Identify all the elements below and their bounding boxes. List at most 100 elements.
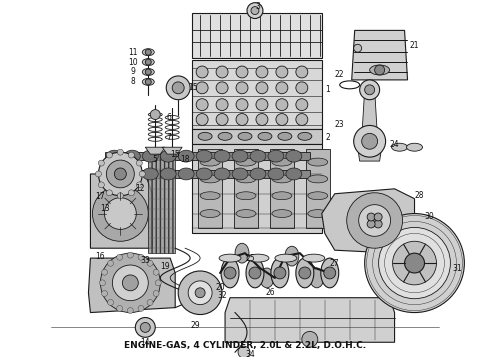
Circle shape [114,168,126,180]
Circle shape [216,82,228,94]
Circle shape [98,182,104,188]
Text: 1: 1 [325,85,330,94]
Circle shape [216,66,228,78]
Circle shape [274,267,286,279]
Circle shape [128,190,134,196]
Circle shape [153,269,159,275]
Ellipse shape [296,258,314,288]
Text: 15: 15 [188,83,198,92]
Ellipse shape [369,65,390,75]
Circle shape [368,215,381,226]
Circle shape [106,190,112,196]
Circle shape [99,280,105,286]
Polygon shape [358,147,382,161]
Ellipse shape [310,268,324,288]
Polygon shape [225,298,394,342]
Circle shape [256,113,268,125]
Text: 9: 9 [131,67,136,76]
Circle shape [374,220,382,228]
Text: 5: 5 [153,154,158,163]
Text: 7: 7 [167,133,172,142]
Ellipse shape [308,210,328,217]
Ellipse shape [308,192,328,200]
Ellipse shape [221,258,239,288]
Ellipse shape [142,59,154,66]
Circle shape [354,44,362,52]
Ellipse shape [246,258,264,288]
Polygon shape [89,258,175,312]
Ellipse shape [106,168,122,180]
Ellipse shape [286,150,302,162]
Circle shape [374,213,382,221]
Circle shape [128,152,134,158]
Polygon shape [145,147,165,154]
Circle shape [101,291,107,296]
Ellipse shape [392,143,408,151]
Circle shape [100,253,160,312]
Circle shape [276,82,288,94]
Ellipse shape [285,246,299,266]
Circle shape [122,275,138,291]
Ellipse shape [303,254,325,262]
Ellipse shape [178,150,194,162]
Text: 16: 16 [96,252,105,261]
Ellipse shape [271,258,289,288]
Ellipse shape [308,158,328,166]
Circle shape [139,171,145,177]
Circle shape [106,160,134,188]
Ellipse shape [236,192,256,200]
Ellipse shape [247,254,269,262]
Text: 10: 10 [128,58,138,67]
Polygon shape [192,129,322,144]
Text: 3: 3 [255,2,260,11]
Circle shape [96,171,101,177]
Circle shape [375,65,385,75]
Circle shape [118,149,123,155]
Ellipse shape [272,158,292,166]
Circle shape [138,254,144,260]
Circle shape [236,99,248,111]
Text: 21: 21 [410,41,419,50]
Polygon shape [352,30,408,80]
Ellipse shape [232,150,248,162]
Text: 6: 6 [167,113,172,122]
Ellipse shape [232,168,248,180]
Polygon shape [192,60,322,129]
Circle shape [251,6,259,14]
Polygon shape [105,152,310,160]
Text: 11: 11 [128,48,138,57]
Text: 23: 23 [335,120,344,129]
Text: 8: 8 [131,77,136,86]
Text: 32: 32 [217,291,227,300]
Ellipse shape [214,168,230,180]
Circle shape [117,254,122,260]
Ellipse shape [124,168,140,180]
Circle shape [256,82,268,94]
Ellipse shape [142,68,154,76]
Circle shape [178,271,222,315]
Circle shape [188,281,212,305]
Ellipse shape [196,168,212,180]
Ellipse shape [200,192,220,200]
Circle shape [360,80,380,100]
Ellipse shape [356,136,384,146]
Circle shape [138,306,144,311]
Circle shape [117,306,122,311]
Circle shape [196,113,208,125]
Polygon shape [306,149,330,228]
Polygon shape [322,189,415,253]
Ellipse shape [124,150,140,162]
Circle shape [236,66,248,78]
Ellipse shape [196,150,212,162]
Polygon shape [192,13,322,58]
Circle shape [108,260,114,266]
Circle shape [98,160,104,166]
Text: 26: 26 [265,288,275,297]
Polygon shape [192,144,322,233]
Circle shape [247,3,263,18]
Polygon shape [234,149,258,228]
Circle shape [172,82,184,94]
Circle shape [98,152,142,196]
Text: 2: 2 [325,133,330,142]
Text: 13: 13 [100,204,110,213]
